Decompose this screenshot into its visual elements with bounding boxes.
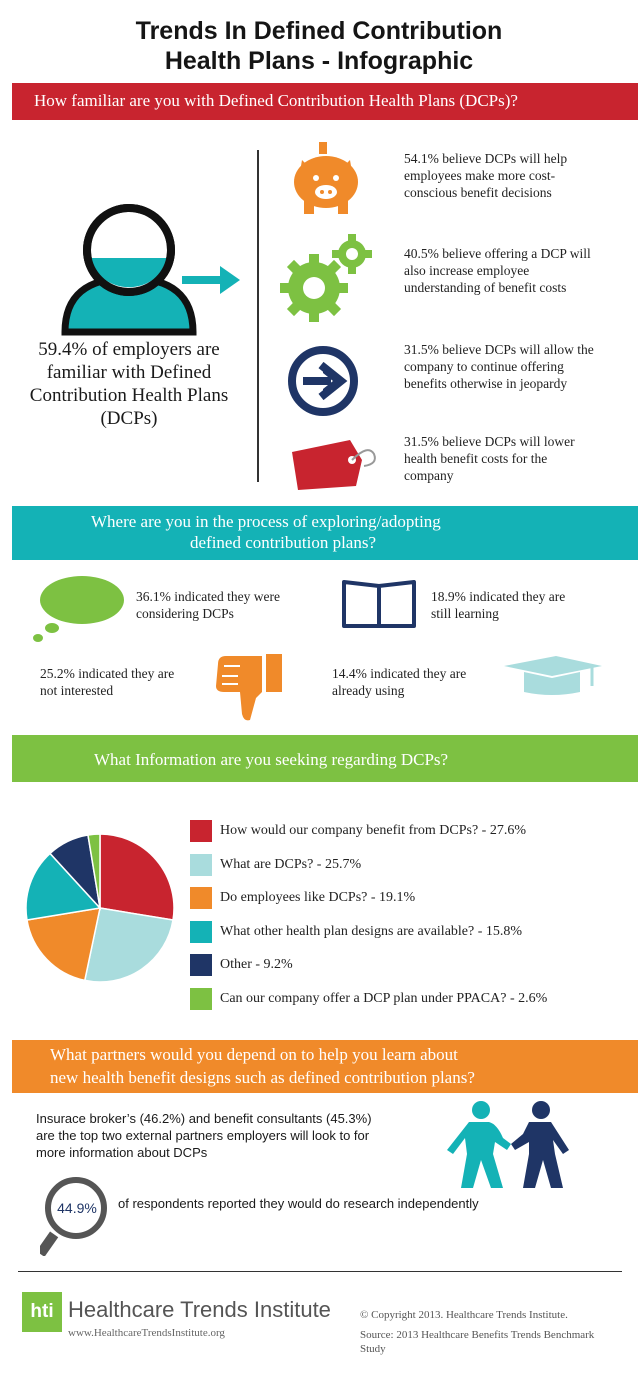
legend-swatch-5 [190, 987, 212, 1010]
stat-continue-benefits: 31.5% believe DCPs will allow the compan… [404, 342, 594, 391]
footer-copyright: © Copyright 2013. Healthcare Trends Inst… [360, 1309, 568, 1321]
section1-banner: How familiar are you with Defined Contri… [12, 83, 638, 120]
footer-divider [18, 1271, 622, 1272]
price-tag-icon [292, 440, 376, 490]
pie-slice-1 [83, 907, 174, 983]
legend-swatch-2 [190, 887, 212, 909]
footer-brand: Healthcare Trends Institute [68, 1297, 331, 1322]
not-interested-text: 25.2% indicated they are not interested [40, 666, 175, 698]
arrow-right-icon [182, 266, 240, 294]
section2-question-line2: defined contribution plans? [190, 533, 377, 552]
research-value: 44.9% [57, 1200, 97, 1216]
hti-logo: hti [22, 1292, 62, 1332]
book-icon [342, 580, 416, 628]
title-line-2: Health Plans - Infographic [164, 47, 474, 75]
considering-text: 36.1% indicated they were considering DC… [136, 589, 280, 621]
magnifier-icon [40, 1177, 107, 1256]
legend-label-5: Can our company offer a DCP plan under P… [220, 990, 548, 1006]
pie-slice-3 [25, 852, 102, 921]
legend-label-2: Do employees like DCPs? - 19.1% [220, 890, 416, 905]
stat-cost-conscious: 54.1% believe DCPs will help employees m… [404, 151, 568, 200]
section4-question-line1: What partners would you depend on to hel… [50, 1045, 458, 1064]
thumbs-down-icon [216, 654, 282, 721]
footer-source: Source: 2013 Healthcare Benefits Trends … [360, 1329, 595, 1355]
legend-label-1: What are DCPs? - 25.7% [220, 856, 362, 872]
legend-swatch-0 [190, 820, 212, 842]
legend-swatch-4 [190, 954, 212, 976]
legend-label-0: How would our company benefit from DCPs?… [220, 823, 527, 838]
section3-question: What Information are you seeking regardi… [94, 750, 449, 769]
section2-question-line1: Where are you in the process of explorin… [91, 512, 441, 531]
speech-bubble-icon [33, 576, 124, 642]
handshake-people-icon [447, 1101, 569, 1188]
legend-label-3: What other health plan designs are avail… [220, 923, 523, 939]
section4-question-line2: new health benefit designs such as defin… [50, 1068, 475, 1087]
already-using-text: 14.4% indicated they are already using [332, 666, 467, 698]
stat-lower-costs: 31.5% believe DCPs will lower health ben… [404, 434, 575, 483]
section1-question: How familiar are you with Defined Contri… [34, 91, 518, 110]
legend-label-4: Other - 9.2% [220, 957, 293, 972]
person-icon [61, 204, 197, 336]
research-text: of respondents reported they would do re… [118, 1196, 479, 1211]
still-learning-text: 18.9% indicated they are still learning [431, 589, 566, 621]
section4-banner: What partners would you depend on to hel… [12, 1040, 638, 1093]
section3-banner: What Information are you seeking regardi… [12, 735, 638, 782]
gears-icon [280, 234, 372, 322]
page-title: Trends In Defined Contribution Health Pl… [0, 16, 638, 76]
familiar-stat: 59.4% of employers are familiar with Def… [29, 339, 229, 429]
divider [257, 150, 259, 482]
legend-swatch-3 [190, 920, 212, 943]
partners-text: Insurace broker’s (46.2%) and benefit co… [36, 1111, 372, 1160]
section2-banner: Where are you in the process of explorin… [12, 506, 638, 560]
footer-url[interactable]: www.HealthcareTrendsInstitute.org [68, 1327, 225, 1339]
legend-swatch-1 [190, 853, 212, 876]
stat-understanding: 40.5% believe offering a DCP will also i… [404, 246, 591, 295]
pie-slice-0 [99, 833, 175, 921]
pie-chart [25, 833, 175, 983]
pie-slice-5 [87, 833, 101, 909]
arrow-circle-icon [288, 346, 358, 416]
graduation-cap-icon [504, 656, 602, 695]
title-line-1: Trends In Defined Contribution [135, 17, 503, 45]
pie-slice-2 [26, 907, 101, 982]
piggy-bank-icon [294, 142, 358, 214]
